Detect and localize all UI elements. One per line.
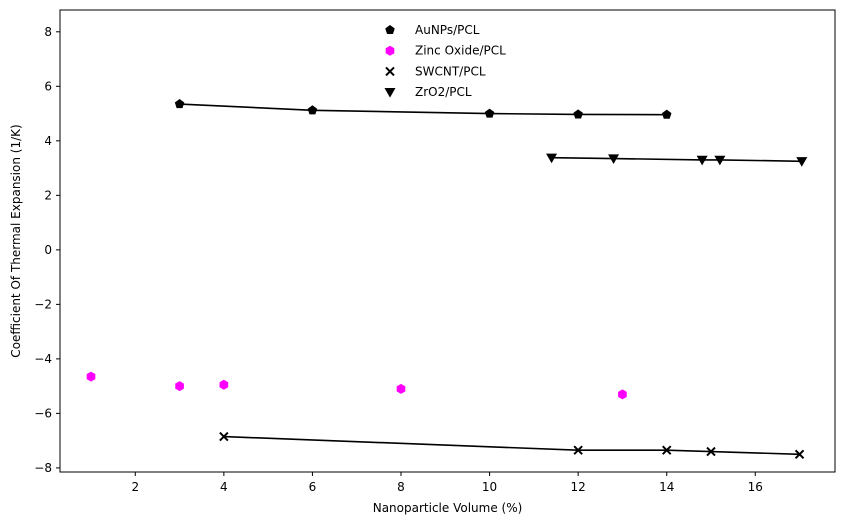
x-tick-label: 12 [571, 480, 586, 494]
legend-label: Zinc Oxide/PCL [415, 44, 506, 58]
data-point [546, 153, 558, 164]
series-aunps-pcl [174, 99, 672, 119]
series-line [551, 156, 802, 163]
y-tick-label: −6 [34, 406, 52, 420]
data-point [86, 371, 96, 382]
legend-marker [384, 87, 396, 98]
x-axis: 2 4 6 8 10 12 14 16 [131, 472, 763, 494]
data-point [219, 379, 229, 390]
legend-marker [385, 25, 395, 35]
data-point [662, 445, 672, 455]
data-point [573, 109, 583, 119]
data-point [706, 446, 716, 457]
legend-item-swcnt-pcl: SWCNT/PCL [385, 64, 486, 78]
x-tick-label: 10 [482, 480, 497, 494]
legend-label: SWCNT/PCL [415, 64, 486, 78]
data-point [714, 155, 726, 166]
series-swcnt-pcl [219, 431, 805, 459]
data-point [396, 383, 406, 394]
legend-label: ZrO2/PCL [415, 85, 472, 99]
data-point [484, 108, 495, 118]
plot-frame [59, 9, 836, 473]
data-point [573, 445, 583, 455]
x-tick-label: 6 [309, 480, 317, 494]
data-point [696, 155, 708, 166]
series-zinc-oxide-pcl [86, 371, 627, 400]
legend-item-aunps-pcl: AuNPs/PCL [385, 23, 480, 37]
data-point [618, 389, 627, 400]
series-line [179, 103, 667, 116]
data-point [794, 449, 805, 459]
y-tick-label: 4 [44, 134, 52, 148]
y-tick-label: −2 [34, 297, 52, 311]
data-point [219, 431, 229, 442]
y-axis: −8 −6 −4 −2 0 2 4 6 8 [34, 25, 60, 475]
legend-item-zinc-oxide-pcl: Zinc Oxide/PCL [385, 44, 506, 58]
x-tick-label: 14 [659, 480, 674, 494]
plot-marks [86, 99, 808, 459]
legend-marker [385, 45, 395, 56]
data-point [796, 157, 808, 167]
series-zro2-pcl [546, 153, 808, 167]
y-tick-label: 6 [44, 79, 52, 93]
y-axis-label: Coefficient Of Thermal Expansion (1/K) [9, 124, 23, 357]
data-point [608, 154, 620, 165]
y-tick-label: 8 [44, 25, 52, 39]
y-tick-label: −4 [34, 352, 52, 366]
legend-marker [385, 66, 395, 77]
legend-label: AuNPs/PCL [415, 23, 480, 37]
y-tick-label: 0 [44, 243, 52, 257]
data-point [175, 381, 184, 392]
x-tick-label: 2 [131, 480, 139, 494]
x-tick-label: 16 [748, 480, 763, 494]
data-point [307, 105, 318, 115]
series-line [223, 435, 800, 456]
legend: AuNPs/PCL Zinc Oxide/PCL SWCNT/PCL ZrO2/PCL [384, 23, 506, 99]
x-tick-label: 8 [397, 480, 405, 494]
data-point [174, 99, 185, 109]
x-axis-label: Nanoparticle Volume (%) [373, 501, 523, 515]
data-point [661, 109, 672, 119]
y-tick-label: 2 [44, 188, 52, 202]
legend-item-zro2-pcl: ZrO2/PCL [384, 85, 472, 99]
y-tick-label: −8 [34, 461, 52, 475]
x-tick-label: 4 [220, 480, 228, 494]
